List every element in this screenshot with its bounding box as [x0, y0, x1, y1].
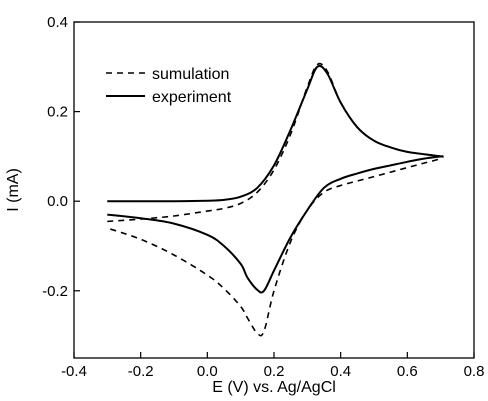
x-tick-label: 0.2	[264, 363, 285, 380]
x-tick-label: -0.2	[128, 363, 154, 380]
legend-label-simulation: sumulation	[152, 66, 229, 83]
x-tick-label: 0.4	[330, 363, 351, 380]
series-layer	[107, 62, 444, 337]
y-tick-label: 0.4	[47, 14, 68, 31]
axis-ticks: -0.4 -0.2 0.0 0.2 0.4 0.6 0.8 -0.2 0.0 0.2 0.4	[42, 14, 484, 380]
x-tick-label: -0.4	[61, 363, 87, 380]
x-tick-label: 0.0	[197, 363, 218, 380]
y-tick-label: 0.0	[47, 193, 68, 210]
legend: sumulation experiment	[106, 66, 232, 106]
y-axis-title: I (mA)	[5, 168, 22, 212]
y-tick-label: -0.2	[42, 283, 68, 300]
x-tick-label: 0.6	[397, 363, 418, 380]
legend-label-experiment: experiment	[152, 89, 232, 106]
x-tick-label: 0.8	[464, 363, 485, 380]
y-tick-label: 0.2	[47, 104, 68, 121]
series-line-experiment	[107, 64, 444, 294]
x-axis-title: E (V) vs. Ag/AgCl	[212, 379, 336, 396]
